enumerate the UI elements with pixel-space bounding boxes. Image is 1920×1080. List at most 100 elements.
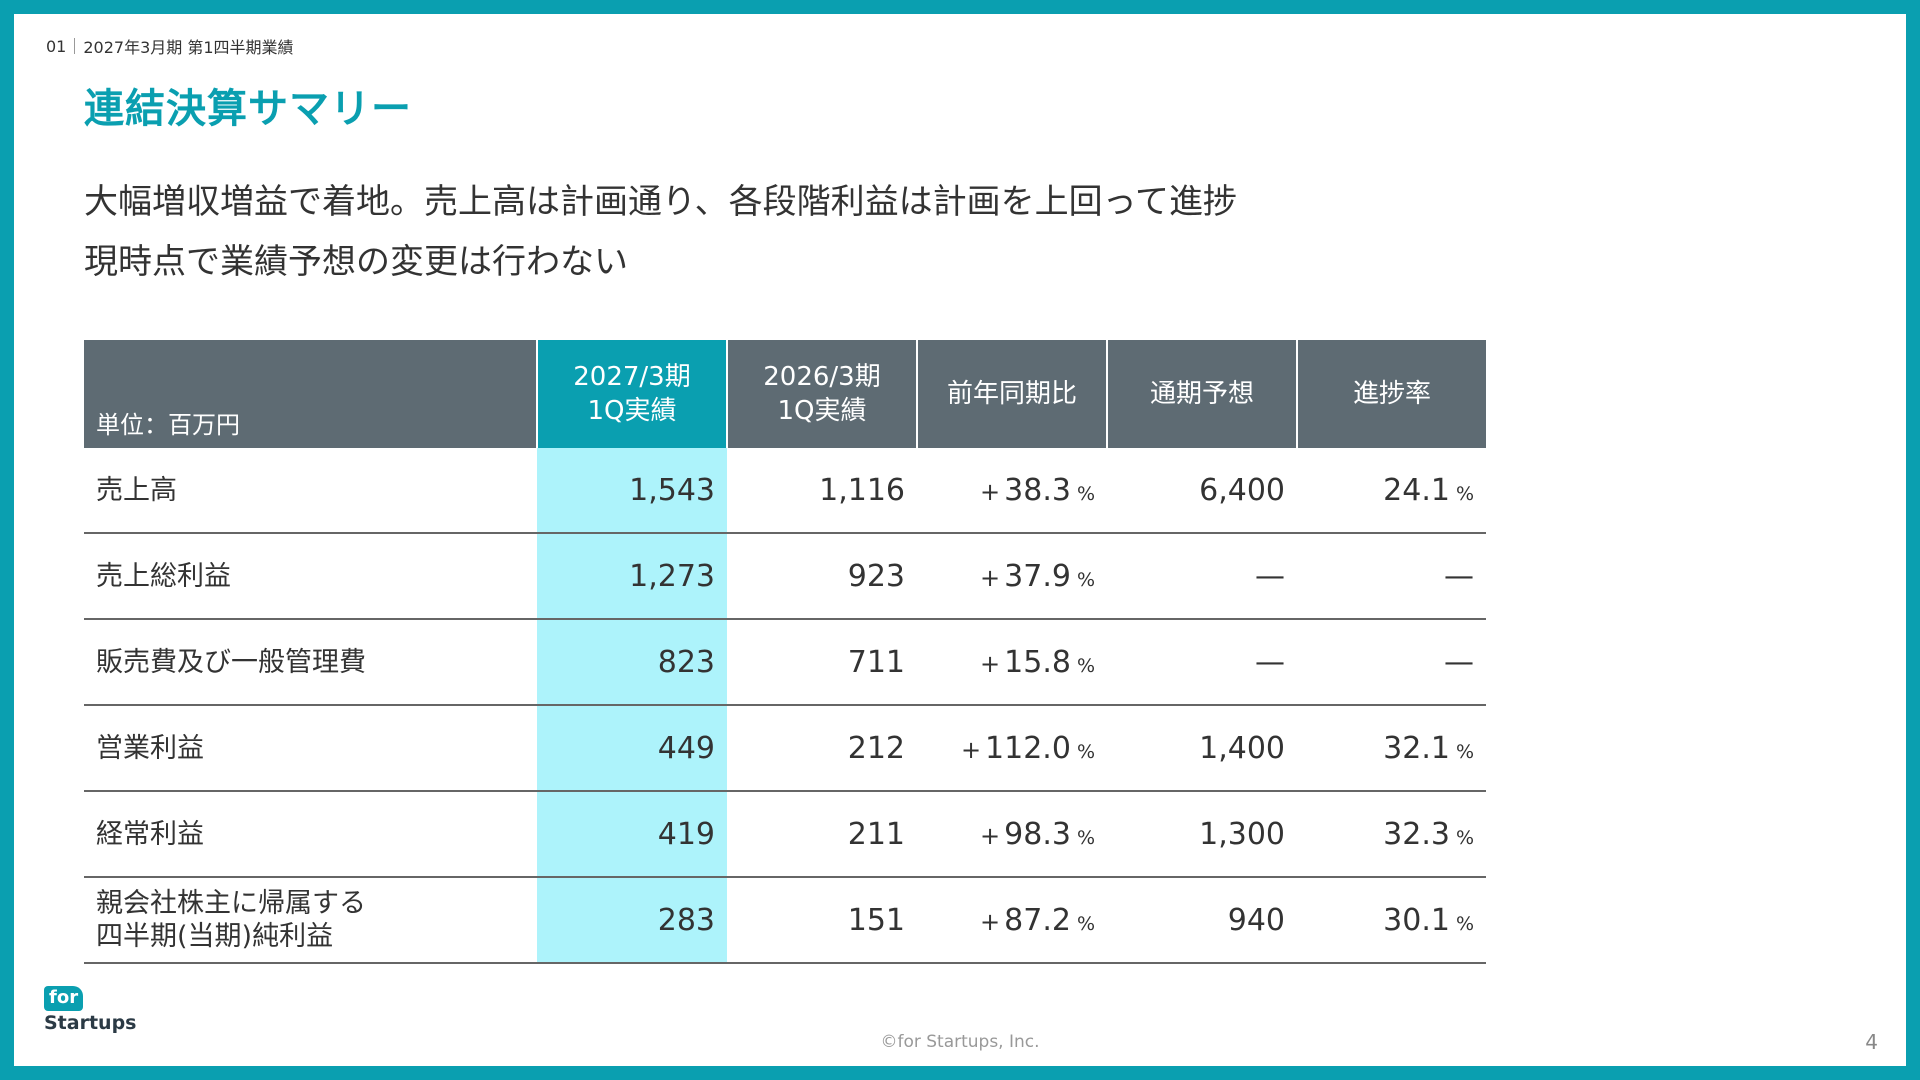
previous-period-cell-value: 1,116	[819, 472, 905, 508]
logo-for-mark: for	[44, 986, 84, 1011]
previous-period-cell: 711	[727, 619, 917, 706]
yoy-cell: +98.3%	[917, 791, 1107, 878]
previous-period-header: 2026/3期 1Q実績	[727, 340, 918, 448]
progress-cell: 32.3%	[1297, 791, 1486, 878]
yoy-header: 前年同期比	[917, 340, 1108, 448]
percent-sign: %	[1076, 654, 1095, 677]
forecast-cell-value: 6,400	[1199, 472, 1285, 508]
summary-table: 単位：百万円 2027/3期 1Q実績 2026/3期 1Q実績 前年同期比 通…	[84, 340, 1486, 964]
current-period-cell-value: 1,273	[629, 558, 715, 594]
table-header-row: 単位：百万円 2027/3期 1Q実績 2026/3期 1Q実績 前年同期比 通…	[84, 340, 1486, 448]
yoy-cell: +87.2%	[917, 877, 1107, 964]
progress-cell: 30.1%	[1297, 877, 1486, 964]
lead-text: 大幅増収増益で着地。売上高は計画通り、各段階利益は計画を上回って進捗 現時点で業…	[84, 172, 1237, 292]
percent-sign: %	[1455, 826, 1474, 849]
previous-period-cell: 923	[727, 533, 917, 620]
progress-cell: 24.1%	[1297, 448, 1486, 534]
yoy-value: 37.9	[1004, 558, 1071, 594]
progress-cell-value: 24.1	[1383, 472, 1450, 508]
company-logo: for Startups	[44, 986, 136, 1034]
previous-period-cell-value: 923	[847, 558, 905, 594]
lead-line-1: 大幅増収増益で着地。売上高は計画通り、各段階利益は計画を上回って進捗	[84, 182, 1237, 222]
percent-sign: %	[1076, 568, 1095, 591]
forecast-cell: —	[1107, 619, 1297, 706]
breadcrumb-divider	[74, 38, 76, 54]
forecast-cell-value: —	[1255, 644, 1285, 680]
plus-sign: +	[980, 477, 1001, 506]
row-label: 販売費及び一般管理費	[84, 619, 537, 706]
percent-sign: %	[1455, 482, 1474, 505]
current-period-cell-value: 419	[657, 816, 715, 852]
row-label: 営業利益	[84, 705, 537, 792]
progress-cell-value: 30.1	[1383, 902, 1450, 938]
yoy-value: 98.3	[1004, 816, 1071, 852]
forecast-cell: 940	[1107, 877, 1297, 964]
row-label: 売上高	[84, 448, 537, 534]
progress-cell: —	[1297, 533, 1486, 620]
previous-period-cell: 151	[727, 877, 917, 964]
yoy-value: 38.3	[1004, 472, 1071, 508]
plus-sign: +	[980, 907, 1001, 936]
row-label-line: 親会社株主に帰属する	[96, 888, 366, 919]
section-number: 01	[46, 36, 67, 56]
forecast-cell: —	[1107, 533, 1297, 620]
percent-sign: %	[1076, 482, 1095, 505]
forecast-cell-value: —	[1255, 558, 1285, 594]
row-label-line: 販売費及び一般管理費	[96, 646, 366, 678]
page-title: 連結決算サマリー	[84, 86, 412, 132]
plus-sign: +	[960, 735, 982, 764]
percent-sign: %	[1076, 826, 1095, 849]
yoy-value: 87.2	[1004, 902, 1071, 938]
progress-cell-value: 32.3	[1383, 816, 1450, 852]
current-period-cell-value: 823	[657, 644, 715, 680]
progress-header: 進捗率	[1297, 340, 1486, 448]
page-number: 4	[1865, 1030, 1878, 1054]
yoy-value: 15.8	[1004, 644, 1071, 680]
unit-label: 単位：百万円	[96, 411, 240, 439]
row-label-line: 売上高	[96, 474, 177, 506]
current-period-header: 2027/3期 1Q実績	[537, 340, 728, 448]
row-label: 売上総利益	[84, 533, 537, 620]
previous-period-cell: 211	[727, 791, 917, 878]
previous-period-header-line-1: 2026/3期	[763, 362, 881, 392]
current-period-cell: 419	[537, 791, 727, 878]
unit-header: 単位：百万円	[84, 340, 538, 448]
table-row: 売上総利益 1,273 923 +37.9% — —	[84, 533, 1486, 620]
percent-sign: %	[1455, 740, 1474, 763]
breadcrumb-period: 2027年3月期 第1四半期業績	[83, 38, 294, 57]
progress-cell-value: —	[1444, 558, 1474, 594]
table-row: 経常利益 419 211 +98.3% 1,300 32.3%	[84, 791, 1486, 878]
current-period-cell-value: 1,543	[629, 472, 715, 508]
current-period-cell: 823	[537, 619, 727, 706]
forecast-cell: 1,400	[1107, 705, 1297, 792]
previous-period-cell: 1,116	[727, 448, 917, 534]
row-label-line: 営業利益	[96, 732, 204, 764]
current-period-cell: 449	[537, 705, 727, 792]
breadcrumb: 01 2027年3月期 第1四半期業績	[46, 34, 294, 58]
current-period-header-line-1: 2027/3期	[573, 362, 691, 392]
row-label-line: 四半期(当期)純利益	[96, 921, 334, 952]
progress-cell-value: 32.1	[1383, 730, 1450, 766]
current-period-cell: 1,543	[537, 448, 727, 534]
plus-sign: +	[980, 649, 1001, 678]
row-label-line: 経常利益	[96, 818, 204, 850]
forecast-cell-value: 1,400	[1199, 730, 1285, 766]
percent-sign: %	[1455, 912, 1474, 935]
table-body: 売上高 1,543 1,116 +38.3% 6,400 24.1% 売上総利益 1,273 9…	[84, 448, 1486, 964]
previous-period-cell-value: 151	[847, 902, 905, 938]
previous-period-cell-value: 211	[847, 816, 905, 852]
percent-sign: %	[1076, 912, 1095, 935]
yoy-cell: +112.0%	[917, 705, 1107, 792]
current-period-header-line-2: 1Q実績	[587, 396, 677, 426]
current-period-cell: 283	[537, 877, 727, 964]
row-label: 経常利益	[84, 791, 537, 878]
percent-sign: %	[1076, 740, 1095, 763]
table-row: 営業利益 449 212 +112.0% 1,400 32.1%	[84, 705, 1486, 792]
plus-sign: +	[980, 563, 1001, 592]
yoy-value: 112.0	[985, 730, 1071, 766]
progress-cell-value: —	[1444, 644, 1474, 680]
yoy-cell: +15.8%	[917, 619, 1107, 706]
yoy-cell: +37.9%	[917, 533, 1107, 620]
row-label: 親会社株主に帰属する 四半期(当期)純利益	[84, 877, 537, 964]
progress-cell: —	[1297, 619, 1486, 706]
